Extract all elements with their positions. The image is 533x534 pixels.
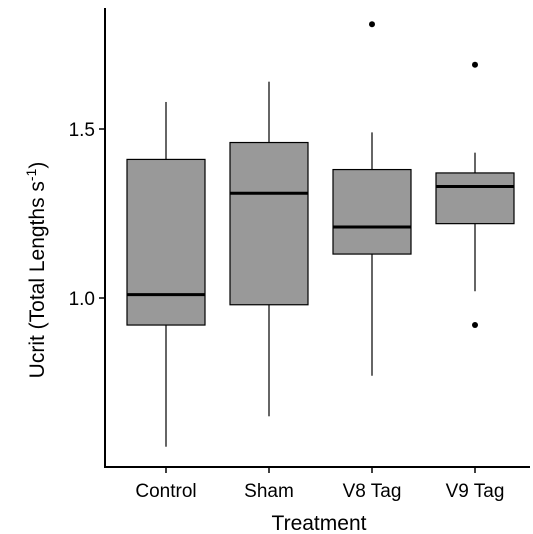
- box-iqr: [435, 172, 515, 225]
- box-iqr: [229, 141, 309, 306]
- y-axis-title: Ucrit (Total Lengths s-1): [23, 162, 49, 379]
- y-axis-title-main: Ucrit (Total Lengths s: [26, 181, 49, 378]
- outlier-point: [369, 21, 375, 28]
- x-tick-label: V9 Tag: [446, 481, 505, 502]
- outlier-point: [472, 322, 478, 329]
- y-tick-label: 1.0: [69, 289, 95, 310]
- x-axis-title: Treatment: [272, 512, 367, 534]
- outlier-point: [472, 61, 478, 68]
- box-iqr: [126, 158, 206, 326]
- x-tick-label: Sham: [244, 481, 294, 502]
- x-tick-label: Control: [135, 481, 196, 502]
- y-axis-title-superscript: -1: [23, 168, 39, 181]
- x-tick-label: V8 Tag: [343, 481, 402, 502]
- box-iqr: [332, 168, 412, 255]
- y-tick-label: 1.5: [69, 120, 95, 141]
- plot-area: 1.0 1.5 Control Sham V8 Tag V9 Tag: [69, 8, 530, 502]
- y-axis-title-close: ): [26, 162, 49, 169]
